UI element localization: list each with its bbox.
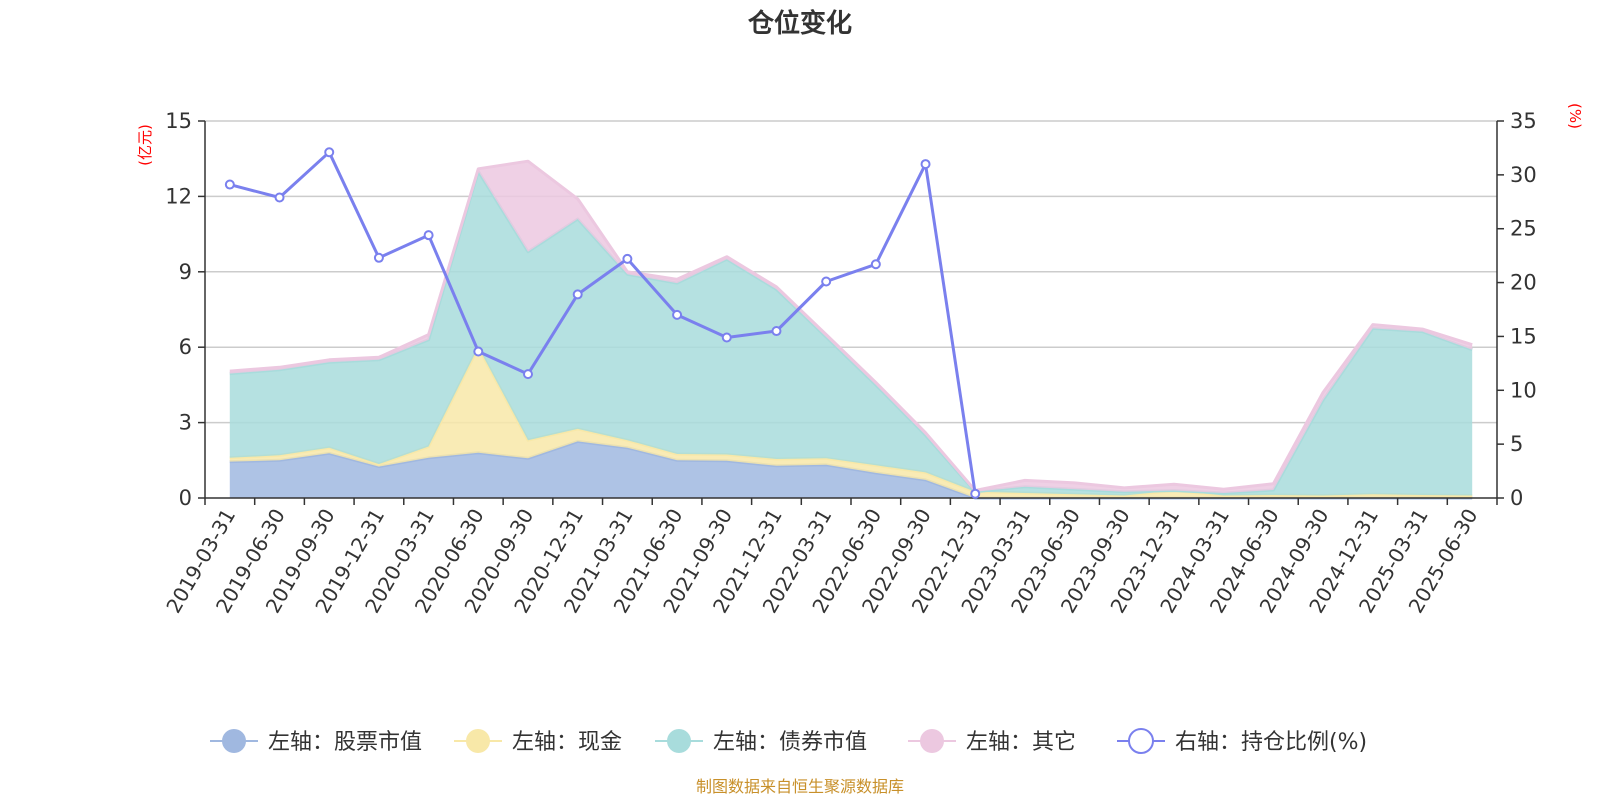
legend-label: 左轴：股票市值 bbox=[268, 730, 422, 755]
legend-item-4[interactable]: 右轴：持仓比例(%) bbox=[1117, 728, 1367, 755]
area-series-2 bbox=[229, 171, 1473, 496]
chart-title: 仓位变化 bbox=[747, 8, 852, 39]
right-axis-tick-label: 5 bbox=[1510, 432, 1523, 456]
stacked-areas bbox=[229, 159, 1473, 500]
ratio-point bbox=[622, 253, 633, 264]
area-series-edge-3 bbox=[229, 159, 1473, 492]
ratio-point bbox=[821, 276, 832, 287]
ratio-point bbox=[324, 147, 335, 158]
ratio-point bbox=[373, 252, 384, 263]
data-source-note: 制图数据来自恒生聚源数据库 bbox=[696, 777, 904, 796]
ratio-point bbox=[771, 326, 782, 337]
legend-swatch-marker bbox=[667, 729, 691, 753]
ratio-line bbox=[229, 150, 977, 494]
left-axis-tick-label: 12 bbox=[165, 184, 192, 208]
left-axis-tick-label: 9 bbox=[179, 260, 192, 284]
ratio-point bbox=[920, 159, 931, 170]
legend-swatch-marker bbox=[1128, 728, 1154, 754]
ratio-point bbox=[224, 179, 235, 190]
left-axis-tick-label: 0 bbox=[179, 486, 192, 510]
ratio-point bbox=[423, 230, 434, 241]
right-axis-tick-label: 25 bbox=[1510, 217, 1537, 241]
ratio-point bbox=[870, 259, 881, 270]
left-axis-tick-label: 6 bbox=[179, 335, 192, 359]
legend-item-0[interactable]: 左轴：股票市值 bbox=[210, 729, 422, 755]
ratio-point bbox=[473, 346, 484, 357]
right-axis-tick-label: 0 bbox=[1510, 486, 1523, 510]
legend-label: 右轴：持仓比例(%) bbox=[1175, 730, 1367, 755]
ratio-point bbox=[274, 192, 285, 203]
left-axis-tick-label: 15 bbox=[165, 109, 192, 133]
left-axis-tick-label: 3 bbox=[179, 411, 192, 435]
right-axis-tick-label: 10 bbox=[1510, 378, 1537, 402]
ratio-point bbox=[523, 369, 533, 380]
right-axis-unit: (%) bbox=[1566, 103, 1584, 129]
ratio-point bbox=[672, 309, 683, 320]
right-axis-tick-label: 15 bbox=[1510, 324, 1537, 348]
legend-item-1[interactable]: 左轴：现金 bbox=[454, 729, 622, 755]
legend-label: 左轴：现金 bbox=[512, 730, 622, 755]
area-series-1 bbox=[229, 347, 1473, 498]
right-axis-tick-label: 35 bbox=[1510, 109, 1537, 133]
legend-label: 左轴：其它 bbox=[966, 730, 1076, 755]
ratio-point bbox=[721, 332, 732, 343]
legend-swatch-marker bbox=[920, 729, 944, 753]
ratio-point bbox=[970, 488, 981, 499]
left-axis-unit: (亿元) bbox=[136, 124, 154, 166]
legend-swatch-marker bbox=[466, 729, 490, 753]
legend-label: 左轴：债券市值 bbox=[713, 730, 867, 755]
legend-item-3[interactable]: 左轴：其它 bbox=[908, 729, 1076, 755]
right-axis-tick-label: 30 bbox=[1510, 163, 1537, 187]
right-axis-tick-label: 20 bbox=[1510, 271, 1537, 295]
ratio-point bbox=[572, 289, 583, 300]
legend-swatch-marker bbox=[222, 729, 246, 753]
legend-item-2[interactable]: 左轴：债券市值 bbox=[655, 729, 867, 755]
ratio-line-layer bbox=[224, 147, 981, 499]
legend: 左轴：股票市值 左轴：现金 左轴：债券市值 左轴：其它 右轴：持仓比例(%) bbox=[210, 728, 1367, 755]
